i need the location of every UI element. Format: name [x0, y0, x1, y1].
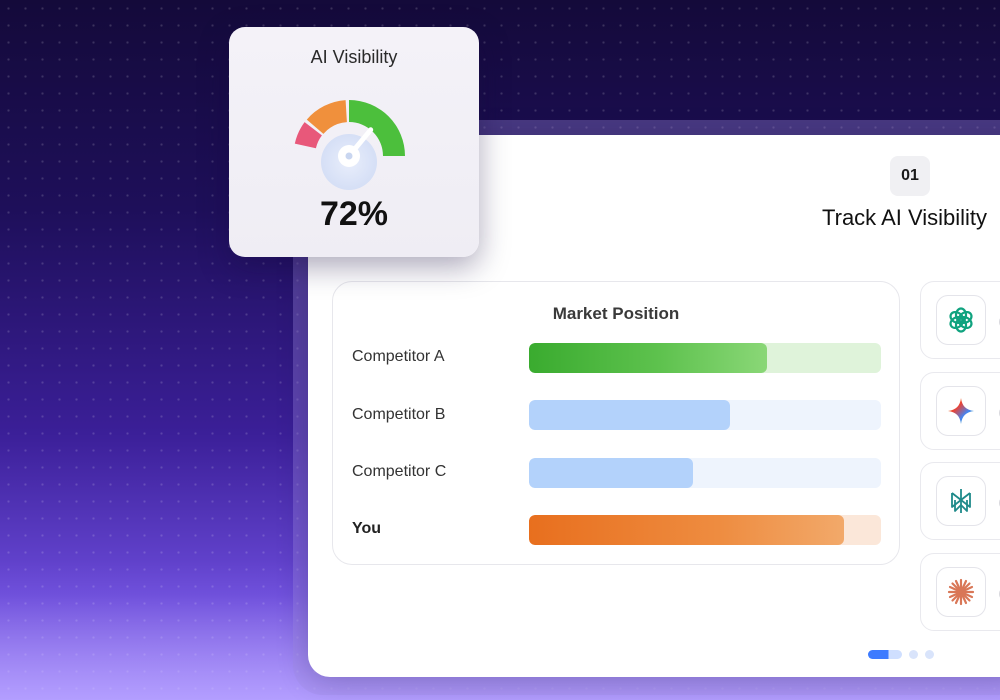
gauge-segment-red [294, 122, 322, 149]
ai-visibility-value: 72% [319, 195, 389, 233]
gauge-segment-green [349, 100, 405, 156]
pager-dot-active[interactable] [868, 650, 902, 659]
market-row-label-you: You [352, 520, 382, 537]
market-bar-track [529, 458, 881, 488]
engine-card-perplexity[interactable] [920, 462, 1000, 540]
market-bar-fill [529, 515, 845, 545]
market-bar-track [529, 343, 881, 373]
gauge-segment-orange [306, 100, 347, 134]
visibility-gauge [294, 100, 405, 190]
market-bar-track [529, 400, 881, 430]
step-number-badge: 01 [890, 156, 930, 196]
market-bar-fill [529, 343, 767, 373]
engine-card-gemini[interactable] [920, 372, 1000, 450]
step-title: Track AI Visibility [822, 205, 988, 230]
engine-card-claude[interactable] [920, 553, 1000, 631]
pager-dot[interactable] [909, 650, 918, 659]
gemini-icon [936, 386, 986, 436]
ai-visibility-title: AI Visibility [310, 47, 398, 67]
market-bar-fill [529, 458, 693, 488]
market-bar-track [529, 515, 881, 545]
market-position-card: Market Position Competitor A Competitor … [332, 281, 900, 565]
carousel-pager [868, 650, 934, 659]
main-panel: 01 Track AI Visibility Market Position C… [308, 135, 1000, 677]
pager-dot[interactable] [925, 650, 934, 659]
market-row-label: Competitor A [352, 348, 445, 365]
market-position-title: Market Position [552, 304, 680, 323]
engine-card-openai[interactable] [920, 281, 1000, 359]
market-bar-fill [529, 400, 730, 430]
perplexity-icon [936, 476, 986, 526]
claude-icon [936, 567, 986, 617]
market-row-label: Competitor B [352, 406, 446, 423]
market-row-label: Competitor C [352, 463, 447, 480]
openai-icon [936, 295, 986, 345]
ai-visibility-card: AI Visibility 72% [229, 27, 479, 257]
